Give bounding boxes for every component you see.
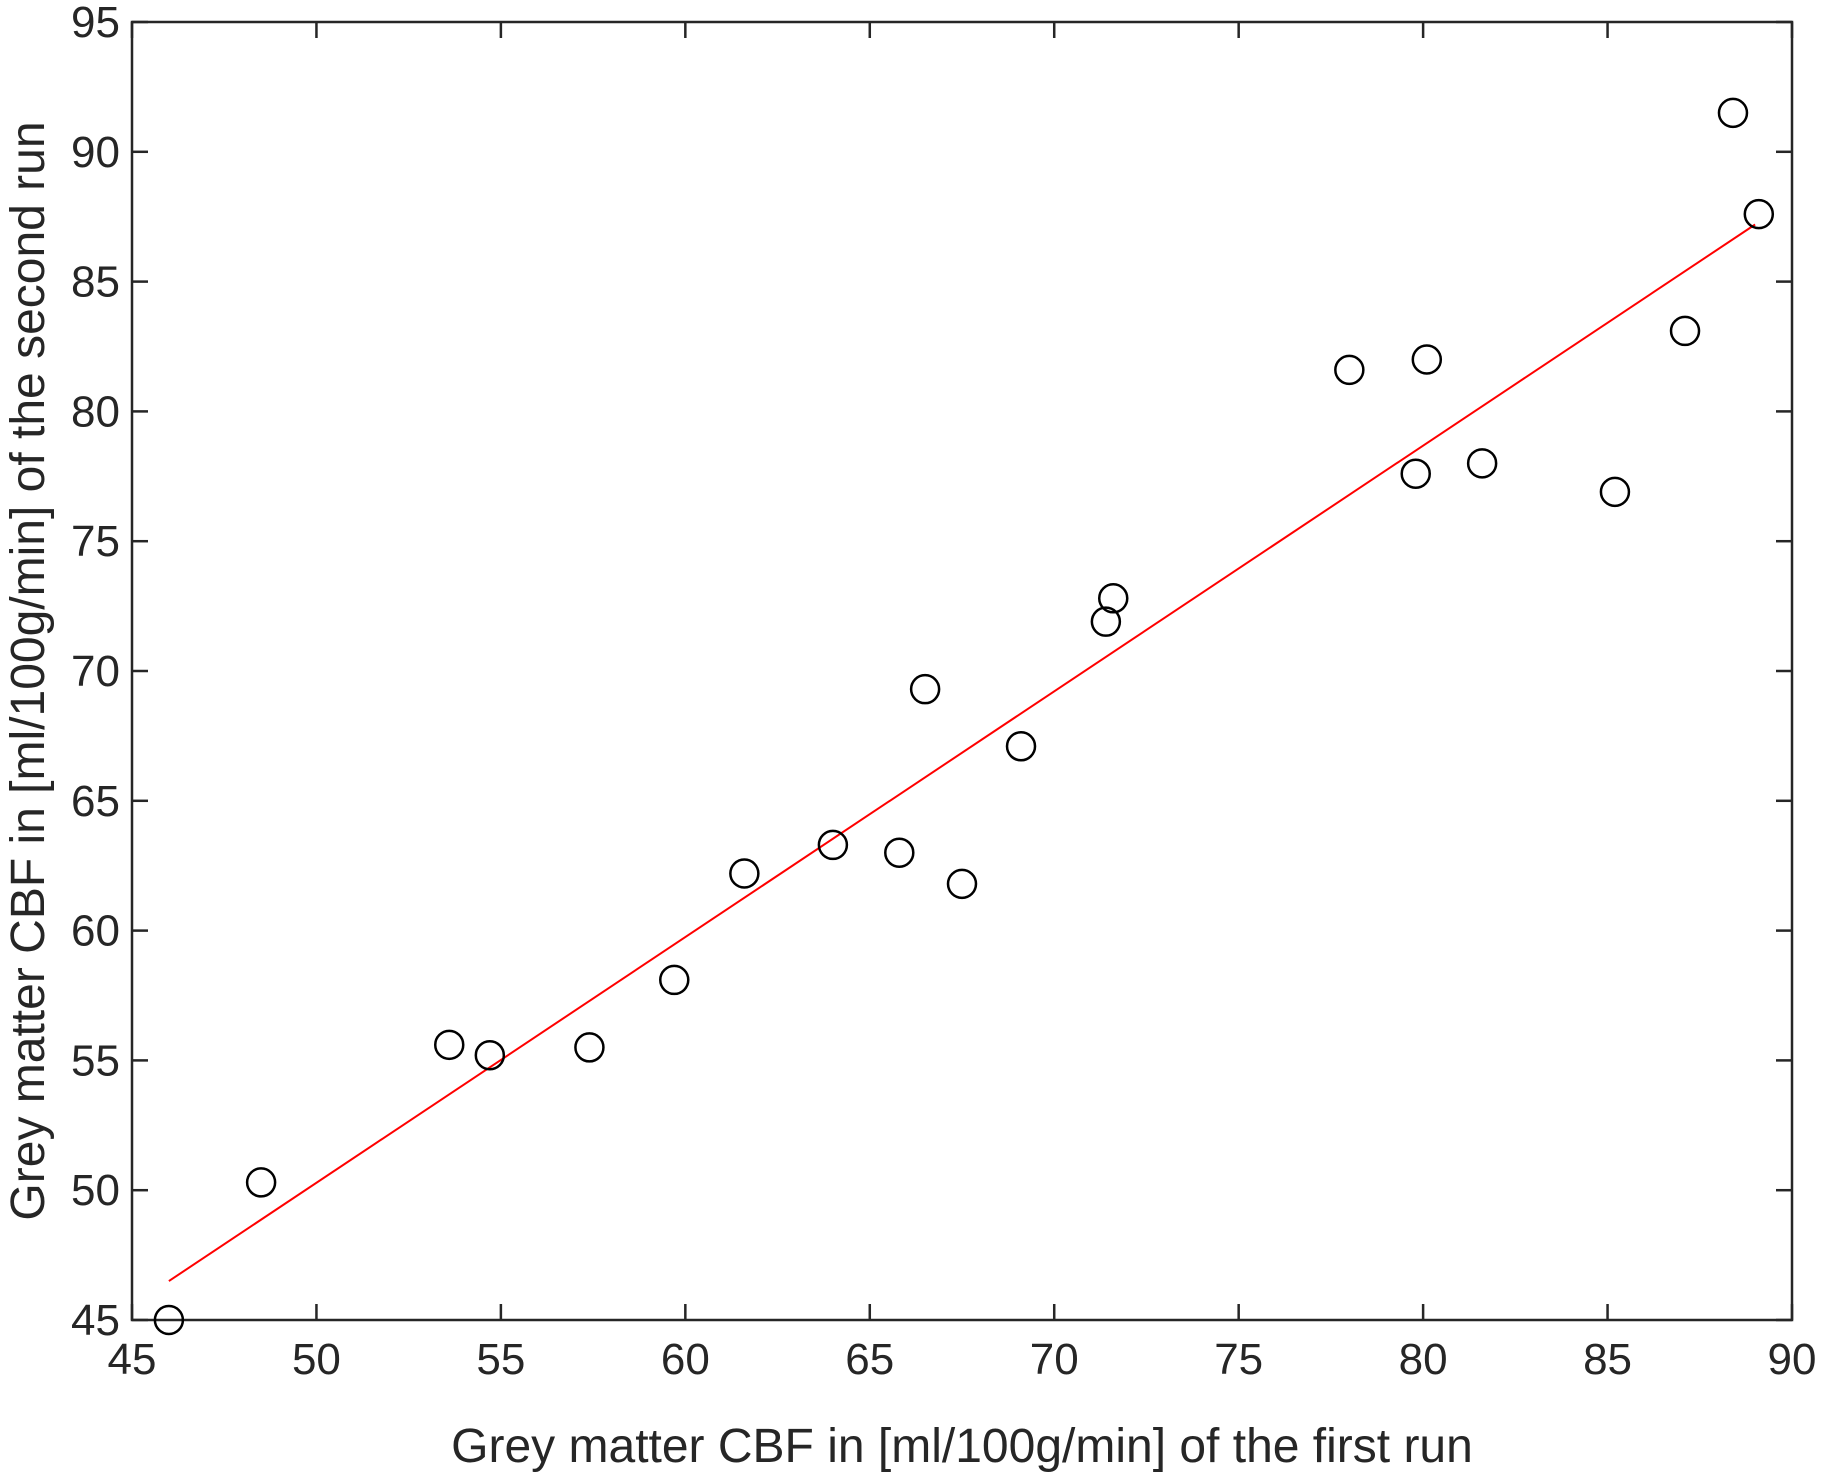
- y-tick-label: 45: [71, 1296, 120, 1345]
- x-tick-label: 75: [1214, 1335, 1263, 1384]
- data-points-layer: [153, 97, 1775, 1336]
- data-point: [1334, 354, 1365, 386]
- data-point: [909, 673, 941, 705]
- data-point: [433, 1029, 465, 1061]
- plot-area: [130, 20, 1794, 1322]
- data-point: [1400, 458, 1431, 489]
- y-tick-label: 70: [71, 647, 120, 696]
- y-tick-label: 90: [71, 128, 120, 177]
- y-tick-label: 80: [71, 387, 120, 436]
- y-axis-title: Grey matter CBF in [ml/100g/min] of the …: [2, 121, 55, 1220]
- x-tick-label: 85: [1583, 1335, 1632, 1384]
- y-tick-label: 95: [71, 0, 120, 47]
- x-axis-ticks: 45 50 55 60 65 70 75 80 85 90: [108, 22, 1817, 1384]
- data-point: [659, 964, 690, 996]
- data-point: [884, 837, 915, 868]
- y-axis-ticks: 45 50 55 60 65 70 75 80 85 90 95: [71, 0, 1792, 1345]
- x-tick-label: 45: [108, 1335, 157, 1384]
- y-tick-label: 85: [71, 258, 120, 307]
- fit-line-layer: [168, 223, 1756, 1282]
- y-tick-label: 75: [71, 517, 120, 566]
- data-point: [729, 858, 760, 889]
- x-axis-title: Grey matter CBF in [ml/100g/min] of the …: [451, 1420, 1473, 1473]
- data-point: [474, 1039, 506, 1071]
- data-point: [245, 1167, 277, 1198]
- y-tick-label: 65: [71, 777, 120, 826]
- data-point: [1411, 344, 1443, 375]
- x-tick-label: 65: [845, 1335, 894, 1384]
- data-point: [574, 1032, 605, 1063]
- data-point: [153, 1304, 185, 1336]
- fit-line: [168, 223, 1756, 1282]
- data-point: [1097, 583, 1129, 614]
- y-tick-label: 60: [71, 907, 120, 956]
- y-tick-label: 55: [71, 1036, 120, 1085]
- data-point: [1717, 97, 1749, 129]
- x-tick-label: 70: [1030, 1335, 1079, 1384]
- data-point: [1005, 731, 1037, 762]
- data-point: [1599, 476, 1631, 508]
- y-tick-label: 50: [71, 1166, 120, 1215]
- data-point: [1090, 606, 1122, 637]
- data-point: [946, 868, 978, 900]
- x-tick-label: 55: [476, 1335, 525, 1384]
- data-point: [817, 829, 849, 861]
- x-tick-label: 90: [1768, 1335, 1817, 1384]
- data-point: [1669, 315, 1701, 347]
- x-tick-label: 80: [1399, 1335, 1448, 1384]
- x-tick-label: 50: [292, 1335, 341, 1384]
- data-point: [1743, 198, 1775, 230]
- x-tick-label: 60: [661, 1335, 710, 1384]
- data-point: [1466, 448, 1498, 479]
